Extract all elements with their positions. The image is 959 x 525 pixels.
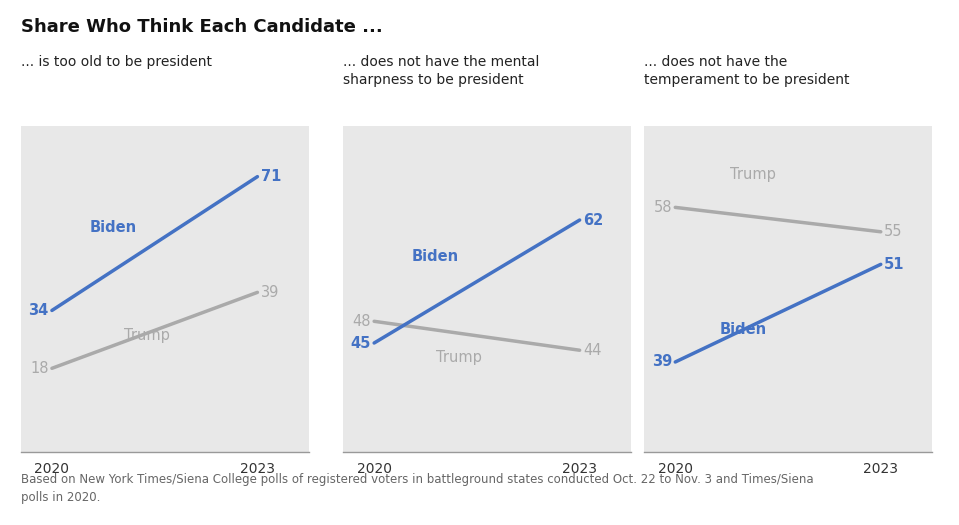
Text: 39: 39: [261, 285, 279, 300]
Text: ... does not have the
temperament to be president: ... does not have the temperament to be …: [644, 55, 850, 87]
Text: 71: 71: [261, 169, 281, 184]
Text: Share Who Think Each Candidate ...: Share Who Think Each Candidate ...: [21, 18, 383, 36]
Text: ... is too old to be president: ... is too old to be president: [21, 55, 212, 69]
Text: 18: 18: [30, 361, 49, 376]
Text: 39: 39: [651, 354, 672, 370]
Text: Biden: Biden: [89, 220, 137, 235]
Text: Based on New York Times/Siena College polls of registered voters in battleground: Based on New York Times/Siena College po…: [21, 472, 814, 503]
Text: Trump: Trump: [124, 328, 170, 343]
Text: Biden: Biden: [720, 322, 767, 337]
Text: Biden: Biden: [411, 249, 459, 264]
Text: 48: 48: [352, 314, 371, 329]
Text: Trump: Trump: [730, 167, 776, 182]
Text: 45: 45: [350, 335, 371, 351]
Text: Trump: Trump: [435, 350, 481, 365]
Text: 44: 44: [583, 343, 601, 358]
Text: 51: 51: [884, 257, 904, 272]
Text: ... does not have the mental
sharpness to be president: ... does not have the mental sharpness t…: [343, 55, 540, 87]
Text: 58: 58: [653, 200, 672, 215]
Text: 34: 34: [28, 303, 49, 318]
Text: 62: 62: [583, 213, 603, 227]
Text: 55: 55: [884, 224, 902, 239]
